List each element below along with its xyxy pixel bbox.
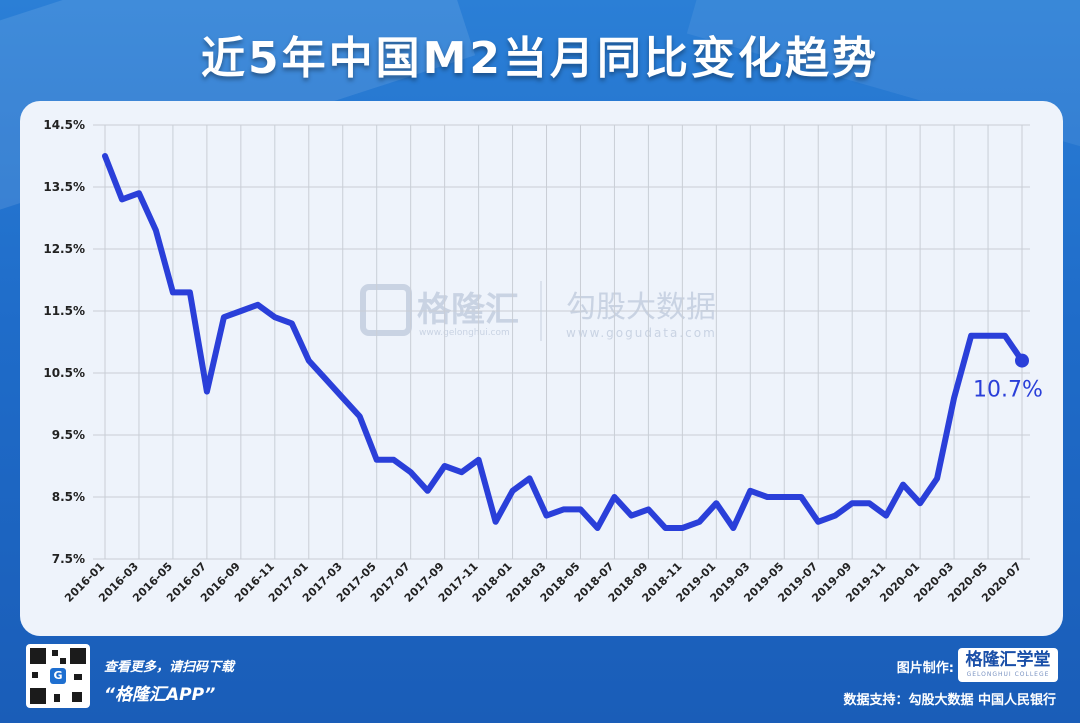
brand-badge-subtitle: GELONGHUI COLLEGE <box>966 671 1050 678</box>
data-point <box>917 500 923 506</box>
data-point <box>696 519 702 525</box>
data-point <box>849 500 855 506</box>
qr-module <box>54 694 60 702</box>
data-point <box>340 395 346 401</box>
data-point <box>544 513 550 519</box>
data-point <box>170 289 176 295</box>
data-point <box>119 196 125 202</box>
watermark-data-url: www.gogudata.com <box>566 326 717 340</box>
data-point <box>968 333 974 339</box>
gelonghui-logo-icon <box>360 284 412 336</box>
data-point <box>883 513 889 519</box>
data-point <box>272 314 278 320</box>
data-point <box>442 463 448 469</box>
data-point <box>611 494 617 500</box>
data-point <box>594 525 600 531</box>
data-point <box>662 525 668 531</box>
y-tick-label: 12.5% <box>43 242 85 256</box>
data-point <box>221 314 227 320</box>
x-axis: 2016-012016-032016-052016-072016-092016-… <box>62 560 1024 605</box>
data-point <box>357 413 363 419</box>
gelonghui-logo-icon: G <box>50 668 66 684</box>
data-point <box>934 475 940 481</box>
data-point <box>306 358 312 364</box>
data-point <box>679 525 685 531</box>
data-point <box>102 153 108 159</box>
data-point <box>900 482 906 488</box>
data-point <box>747 488 753 494</box>
qr-module <box>52 650 58 656</box>
last-value-label: 10.7% <box>973 378 1043 403</box>
watermark-brand: 格隆汇 <box>417 290 519 330</box>
data-point <box>391 457 397 463</box>
data-point <box>985 333 991 339</box>
data-point <box>730 525 736 531</box>
qr-code[interactable]: G <box>26 644 90 708</box>
data-point <box>459 469 465 475</box>
y-tick-label: 14.5% <box>43 118 85 132</box>
data-point <box>866 500 872 506</box>
y-tick-label: 9.5% <box>52 428 85 442</box>
brand-badge-title: 格隆汇学堂 <box>965 650 1051 670</box>
chart-panel: 格隆汇 www.gelonghui.com 勾股大数据 www.gogudata… <box>20 101 1063 636</box>
data-point <box>136 190 142 196</box>
qr-finder <box>70 648 86 664</box>
data-point <box>187 289 193 295</box>
grid <box>93 124 1030 560</box>
qr-module <box>32 672 38 678</box>
data-point <box>781 494 787 500</box>
line-chart: 格隆汇 www.gelonghui.com 勾股大数据 www.gogudata… <box>43 118 1043 605</box>
data-point <box>425 488 431 494</box>
page-title: 近5年中国M2当月同比变化趋势 <box>200 33 879 84</box>
qr-module <box>60 658 66 664</box>
data-point <box>561 506 566 512</box>
data-point <box>510 488 516 494</box>
data-point <box>951 395 957 401</box>
data-point <box>238 308 244 314</box>
data-point <box>374 457 380 463</box>
data-point <box>832 513 838 519</box>
data-point <box>527 475 533 481</box>
watermark-data-brand: 勾股大数据 <box>566 290 716 325</box>
data-point <box>645 506 651 512</box>
m2-series-line <box>102 153 1025 531</box>
data-point <box>153 227 159 233</box>
scan-prompt: 查看更多，请扫码下载 <box>104 660 235 675</box>
data-point <box>204 389 210 395</box>
data-point <box>628 513 634 519</box>
app-name: “格隆汇APP” <box>104 685 216 705</box>
last-point-marker <box>1015 353 1029 368</box>
data-point <box>408 469 414 475</box>
data-point <box>323 376 329 382</box>
y-tick-label: 7.5% <box>52 552 85 566</box>
data-point <box>577 506 583 512</box>
y-axis: 14.5% 13.5% 12.5% 11.5% 10.5% 9.5% 8.5% 7.5% <box>43 118 85 566</box>
y-tick-label: 13.5% <box>43 180 85 194</box>
data-source: 数据支持：勾股大数据 中国人民银行 <box>843 693 1056 708</box>
y-tick-label: 11.5% <box>43 304 85 318</box>
qr-module <box>74 674 82 680</box>
watermark-brand-url: www.gelonghui.com <box>419 328 510 338</box>
qr-finder <box>30 688 46 704</box>
y-tick-label: 10.5% <box>43 366 85 380</box>
made-by-label: 图片制作: <box>896 661 954 676</box>
data-point <box>764 494 770 500</box>
data-point <box>815 519 821 525</box>
data-point <box>493 519 499 525</box>
data-point <box>476 457 482 463</box>
qr-finder <box>30 648 46 664</box>
data-point <box>798 494 804 500</box>
data-point <box>713 500 719 506</box>
qr-module <box>72 692 82 702</box>
data-point <box>255 302 261 308</box>
brand-badge: 格隆汇学堂 GELONGHUI COLLEGE <box>958 648 1058 682</box>
data-point <box>289 320 295 326</box>
data-point <box>1002 333 1008 339</box>
y-tick-label: 8.5% <box>52 490 85 504</box>
